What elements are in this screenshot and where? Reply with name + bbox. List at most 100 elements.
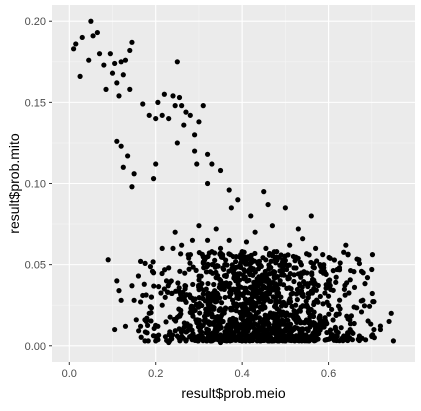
data-point	[244, 332, 250, 338]
data-point	[260, 326, 266, 333]
data-point	[347, 321, 354, 327]
data-point	[183, 329, 189, 335]
data-point	[177, 268, 183, 274]
data-point	[320, 301, 326, 307]
data-point	[390, 338, 396, 344]
data-point	[233, 254, 239, 260]
data-point	[229, 297, 236, 303]
data-point	[231, 274, 238, 280]
data-point	[309, 290, 316, 296]
data-point	[265, 201, 271, 208]
data-point	[227, 252, 234, 258]
data-point	[278, 303, 285, 309]
data-point	[386, 318, 392, 325]
data-point	[297, 320, 304, 326]
data-point	[192, 296, 198, 302]
data-point	[275, 314, 281, 320]
data-point	[337, 260, 343, 266]
data-point	[307, 337, 313, 343]
data-point	[341, 249, 347, 255]
data-point	[290, 253, 296, 260]
data-point	[235, 264, 241, 270]
data-point	[327, 255, 333, 261]
data-point	[267, 264, 273, 270]
data-point	[293, 302, 299, 308]
data-point	[322, 337, 328, 343]
data-point	[240, 326, 246, 332]
data-point	[327, 277, 333, 283]
data-point	[151, 283, 157, 289]
data-point	[308, 213, 314, 219]
x-tick-label: 0.2	[148, 368, 163, 380]
data-point	[196, 284, 202, 290]
data-point	[241, 267, 247, 273]
data-point	[333, 279, 339, 285]
data-point	[233, 258, 239, 265]
data-point	[280, 257, 286, 263]
data-point	[243, 239, 250, 245]
data-point	[112, 60, 118, 67]
data-point	[330, 317, 336, 323]
data-point	[189, 336, 195, 342]
data-point	[187, 251, 194, 258]
data-point	[293, 265, 299, 271]
data-point	[210, 295, 217, 301]
data-point	[377, 323, 384, 329]
data-point	[165, 283, 171, 289]
data-point	[285, 252, 291, 258]
data-point	[227, 293, 233, 300]
data-point	[202, 316, 208, 322]
data-point	[245, 290, 251, 296]
data-point	[203, 269, 210, 275]
y-tick-label: 0.20	[25, 16, 46, 28]
data-point	[96, 51, 103, 57]
axis-tick-labels: 0.0 0.2 0.4 0.6 0.00 0.05 0.10 0.15 0.20	[25, 16, 337, 380]
data-point	[295, 226, 301, 232]
data-point	[137, 299, 144, 305]
data-point	[286, 275, 292, 281]
data-point	[282, 205, 288, 211]
data-point	[252, 327, 258, 333]
data-point	[227, 324, 233, 330]
data-point	[193, 267, 199, 273]
data-point	[284, 317, 290, 323]
data-point	[234, 328, 241, 334]
data-point	[317, 313, 323, 319]
data-point	[296, 281, 303, 287]
data-point	[206, 250, 212, 256]
data-point	[199, 281, 205, 287]
data-point	[168, 290, 175, 297]
data-point	[294, 297, 300, 303]
data-point	[224, 262, 230, 268]
data-point	[137, 323, 144, 329]
data-point	[272, 295, 279, 301]
data-point	[217, 281, 223, 288]
data-point	[310, 261, 317, 267]
data-point	[166, 265, 172, 271]
data-point	[270, 314, 277, 320]
data-point	[343, 242, 349, 248]
data-point	[276, 298, 283, 305]
data-point	[122, 57, 129, 63]
data-point	[277, 262, 283, 268]
data-point	[338, 325, 344, 331]
data-point	[211, 330, 217, 336]
data-point	[266, 337, 273, 343]
data-point	[197, 332, 203, 338]
data-point	[286, 297, 292, 303]
data-point	[347, 335, 353, 341]
data-point	[90, 33, 96, 39]
data-point	[176, 94, 183, 101]
data-point	[345, 316, 351, 322]
data-point	[250, 316, 256, 322]
data-point	[261, 189, 267, 195]
data-point	[105, 257, 111, 263]
data-point	[209, 314, 215, 320]
data-point	[283, 302, 289, 309]
data-point	[178, 327, 184, 333]
data-point	[190, 313, 196, 319]
data-point	[278, 337, 285, 343]
data-point	[246, 277, 252, 283]
data-point	[292, 258, 298, 264]
data-point	[192, 148, 198, 154]
